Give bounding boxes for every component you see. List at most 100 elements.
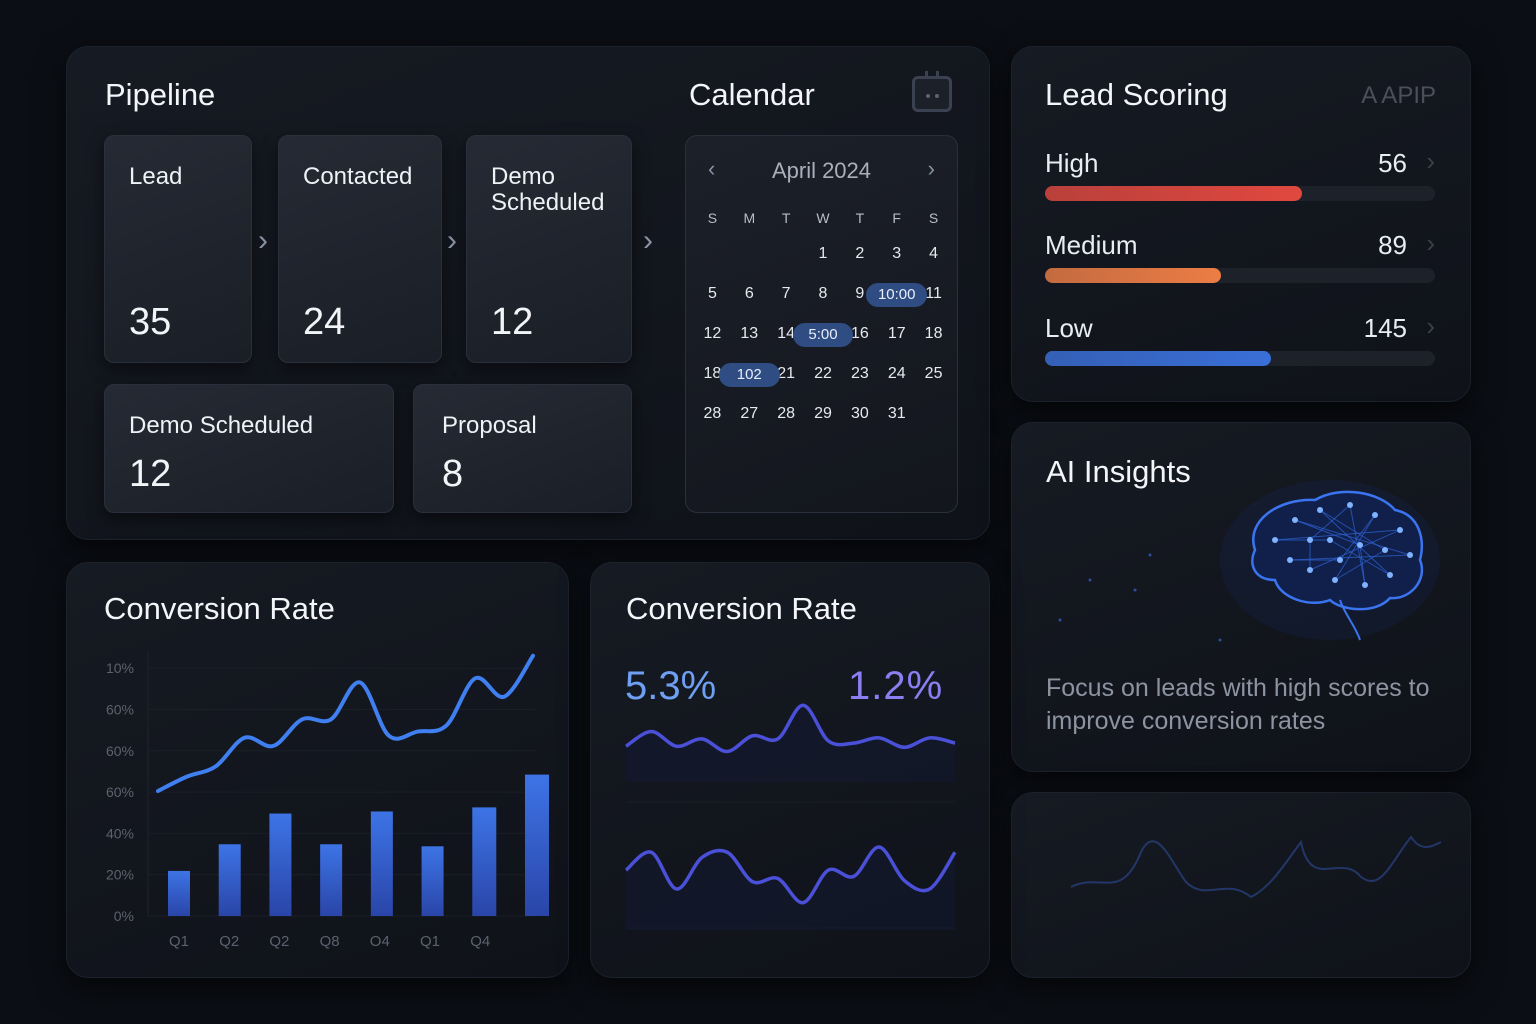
chevron-right-icon[interactable]: › <box>1426 228 1435 258</box>
calendar-day[interactable]: 3 <box>892 245 902 262</box>
calendar-day <box>915 394 952 434</box>
calendar-day[interactable]: 2 <box>855 245 865 262</box>
calendar-day[interactable]: 8 <box>818 285 828 302</box>
calendar-grid: S M T W T F S 1 2 3 4 5 6 7 8 9 10:00 11 12 13 14 5:00 16 17 18 1… <box>694 206 952 434</box>
particle <box>1148 553 1152 557</box>
chart-title: Conversion Rate <box>104 591 335 626</box>
weekday-label: W <box>816 210 830 226</box>
score-label: High <box>1045 148 1099 178</box>
score-row-high[interactable]: High 56 › <box>1045 146 1435 204</box>
stage-label: Contacted <box>303 163 413 190</box>
brain-icon <box>1058 480 1440 642</box>
x-tick-label: Q8 <box>320 933 340 950</box>
bar <box>320 844 343 916</box>
calendar-day[interactable]: 7 <box>781 285 791 302</box>
neural-link <box>1309 504 1351 541</box>
calendar-day[interactable]: 4 <box>929 245 939 262</box>
stage-contacted[interactable]: Contacted 24 <box>278 135 442 363</box>
neural-link <box>1334 549 1386 581</box>
stage-count: 8 <box>442 453 464 495</box>
particle <box>1058 618 1062 622</box>
stage-label: Demo Scheduled <box>129 412 314 439</box>
lead-scoring-tag: A APIP <box>1361 82 1436 109</box>
neural-node <box>1332 577 1338 583</box>
calendar-day[interactable]: 16 <box>850 325 869 342</box>
calendar-day[interactable]: 11 <box>925 285 942 302</box>
calendar-day[interactable]: 17 <box>887 325 906 342</box>
calendar-event[interactable]: 5:00 <box>792 314 854 354</box>
neural-node <box>1362 582 1368 588</box>
event-badge[interactable]: 5:00 <box>792 323 854 347</box>
neural-link <box>1359 544 1366 586</box>
event-badge[interactable]: 102 <box>718 363 780 387</box>
y-tick-label: 60% <box>106 743 134 759</box>
calendar-day[interactable]: 27 <box>740 405 759 422</box>
calendar-day[interactable]: 31 <box>887 405 906 422</box>
score-row-low[interactable]: Low 145 › <box>1045 311 1435 369</box>
calendar-day[interactable]: 9 <box>855 285 865 302</box>
chevron-right-icon[interactable]: › <box>1426 311 1435 341</box>
neural-node <box>1287 557 1293 563</box>
sparkline-top <box>625 703 956 754</box>
calendar-day[interactable]: 12 <box>703 325 722 342</box>
stage-demo-scheduled-2[interactable]: Demo Scheduled 12 <box>104 384 394 513</box>
chevron-right-icon: › <box>447 224 457 257</box>
neural-node <box>1372 512 1378 518</box>
sparkline-bottom-area <box>626 846 955 930</box>
prev-month-button[interactable]: ‹ <box>708 156 716 181</box>
calendar-day[interactable]: 24 <box>887 365 906 382</box>
calendar-day[interactable]: 28 <box>777 405 796 422</box>
particle <box>1088 578 1092 582</box>
y-tick-label: 0% <box>114 908 134 924</box>
x-tick-label: Q4 <box>470 933 490 950</box>
neural-link <box>1309 529 1401 571</box>
score-label: Low <box>1045 313 1093 343</box>
weekday-label: T <box>855 210 865 226</box>
calendar-day[interactable]: 5 <box>707 285 717 302</box>
neural-node <box>1397 527 1403 533</box>
calendar-day <box>731 234 768 274</box>
x-tick-label: Q2 <box>219 933 239 950</box>
lead-scoring-title: Lead Scoring <box>1045 77 1228 112</box>
event-badge[interactable]: 10:00 <box>866 283 928 307</box>
stage-demo-scheduled[interactable]: Demo Scheduled 12 <box>466 135 632 363</box>
calendar-day[interactable]: 23 <box>850 365 869 382</box>
x-tick-label: O4 <box>370 933 390 950</box>
calendar-day[interactable]: 18 <box>703 365 722 382</box>
stat-value: 5.3% <box>625 664 717 708</box>
neural-link <box>1294 519 1411 556</box>
bar <box>269 813 292 916</box>
next-month-button[interactable]: › <box>927 156 935 181</box>
calendar-icon[interactable] <box>912 71 952 112</box>
calendar-day[interactable]: 21 <box>777 365 796 382</box>
calendar-day[interactable]: 18 <box>924 325 943 342</box>
weekday-label: M <box>743 210 756 226</box>
chevron-right-icon[interactable]: › <box>1426 146 1435 176</box>
neural-node <box>1407 552 1413 558</box>
calendar-day[interactable]: 25 <box>924 365 943 382</box>
calendar-day[interactable]: 14 <box>777 325 796 342</box>
wave-line <box>1070 835 1442 899</box>
calendar-event[interactable]: 10:00 <box>866 274 928 314</box>
neural-node <box>1382 547 1388 553</box>
calendar-event[interactable]: 102 <box>718 354 780 394</box>
calendar-day[interactable]: 13 <box>740 325 759 342</box>
calendar-day[interactable]: 1 <box>818 245 828 262</box>
chevron-right-icon: › <box>643 224 653 257</box>
bar <box>168 870 190 916</box>
calendar-day[interactable]: 6 <box>744 285 754 302</box>
activity-wave-card <box>1011 792 1471 978</box>
neural-node <box>1307 567 1313 573</box>
stat-value: 1.2% <box>848 664 944 708</box>
score-progress-fill <box>1045 268 1221 283</box>
score-row-medium[interactable]: Medium 89 › <box>1045 228 1435 286</box>
bar <box>218 844 241 916</box>
calendar-day[interactable]: 29 <box>814 405 832 422</box>
stage-proposal[interactable]: Proposal 8 <box>413 384 632 513</box>
calendar-day[interactable]: 30 <box>850 405 869 422</box>
stage-lead[interactable]: Lead 35 <box>104 135 252 363</box>
calendar-day[interactable]: 28 <box>703 405 722 422</box>
calendar-month: April 2024 <box>771 158 872 183</box>
score-value: 56 <box>1378 148 1407 178</box>
calendar-day[interactable]: 22 <box>814 365 832 382</box>
